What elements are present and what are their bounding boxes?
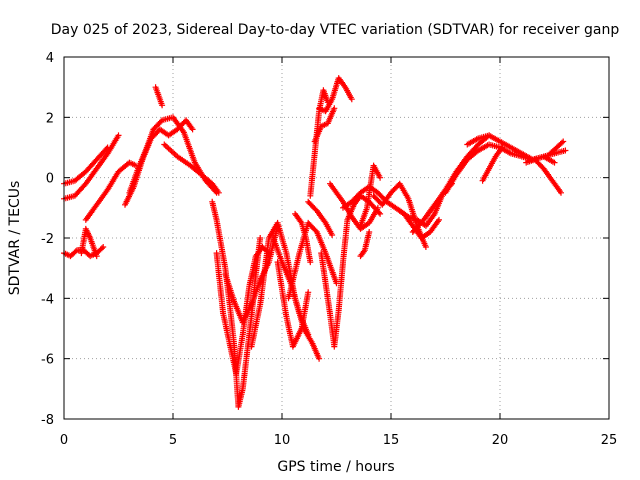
data-point-markers bbox=[479, 144, 506, 184]
data-point-markers bbox=[442, 141, 569, 196]
series-arc-4 bbox=[78, 225, 100, 260]
y-tick-label: -2 bbox=[41, 232, 54, 247]
x-tick-label: 0 bbox=[60, 433, 68, 448]
data-point-markers bbox=[357, 229, 373, 260]
data-point-markers bbox=[82, 159, 139, 223]
data-point-markers bbox=[161, 141, 222, 196]
y-tick-label: -8 bbox=[41, 413, 54, 428]
series-arc-17 bbox=[292, 210, 314, 266]
series-arc-8 bbox=[152, 84, 166, 109]
x-tick-label: 20 bbox=[492, 433, 509, 448]
data-point-markers bbox=[292, 210, 314, 266]
series-arc-19 bbox=[311, 105, 338, 145]
y-tick-label: 4 bbox=[46, 51, 54, 66]
data-series bbox=[61, 75, 569, 410]
series-arc-5 bbox=[82, 159, 139, 223]
series-arc-25 bbox=[357, 229, 373, 260]
x-tick-label: 5 bbox=[169, 433, 177, 448]
data-point-markers bbox=[316, 75, 355, 115]
series-arc-21 bbox=[305, 198, 336, 238]
data-point-markers bbox=[311, 105, 338, 145]
y-axis-label: SDTVAR / TECUs bbox=[7, 181, 23, 296]
y-tick-label: -6 bbox=[41, 353, 54, 368]
x-axis-ticks: 0 5 10 15 20 25 bbox=[60, 57, 617, 448]
x-tick-label: 15 bbox=[383, 433, 400, 448]
y-tick-label: -4 bbox=[41, 292, 54, 307]
data-point-markers bbox=[274, 259, 312, 350]
series-arc-32 bbox=[479, 144, 506, 184]
series-arc-9 bbox=[161, 141, 222, 196]
chart-title: Day 025 of 2023, Sidereal Day-to-day VTE… bbox=[51, 22, 620, 38]
series-arc-30 bbox=[442, 141, 569, 196]
data-point-markers bbox=[370, 180, 429, 250]
series-arc-33 bbox=[523, 156, 564, 196]
y-tick-label: 0 bbox=[46, 172, 54, 187]
x-tick-label: 25 bbox=[601, 433, 618, 448]
series-arc-34 bbox=[547, 138, 567, 157]
series-arc-15 bbox=[274, 259, 312, 350]
y-tick-label: 2 bbox=[46, 111, 54, 126]
data-point-markers bbox=[547, 138, 567, 157]
data-point-markers bbox=[78, 225, 100, 260]
series-arc-20 bbox=[316, 75, 355, 115]
series-arc-27 bbox=[370, 180, 429, 250]
data-point-markers bbox=[318, 192, 384, 350]
data-point-markers bbox=[152, 84, 166, 109]
data-point-markers bbox=[523, 156, 564, 196]
grid bbox=[64, 57, 609, 419]
x-axis-label: GPS time / hours bbox=[277, 459, 394, 475]
series-arc-22 bbox=[318, 192, 384, 350]
y-axis-ticks: -8 -6 -4 -2 0 2 4 bbox=[41, 51, 609, 428]
x-tick-label: 10 bbox=[274, 433, 291, 448]
data-point-markers bbox=[305, 198, 336, 238]
